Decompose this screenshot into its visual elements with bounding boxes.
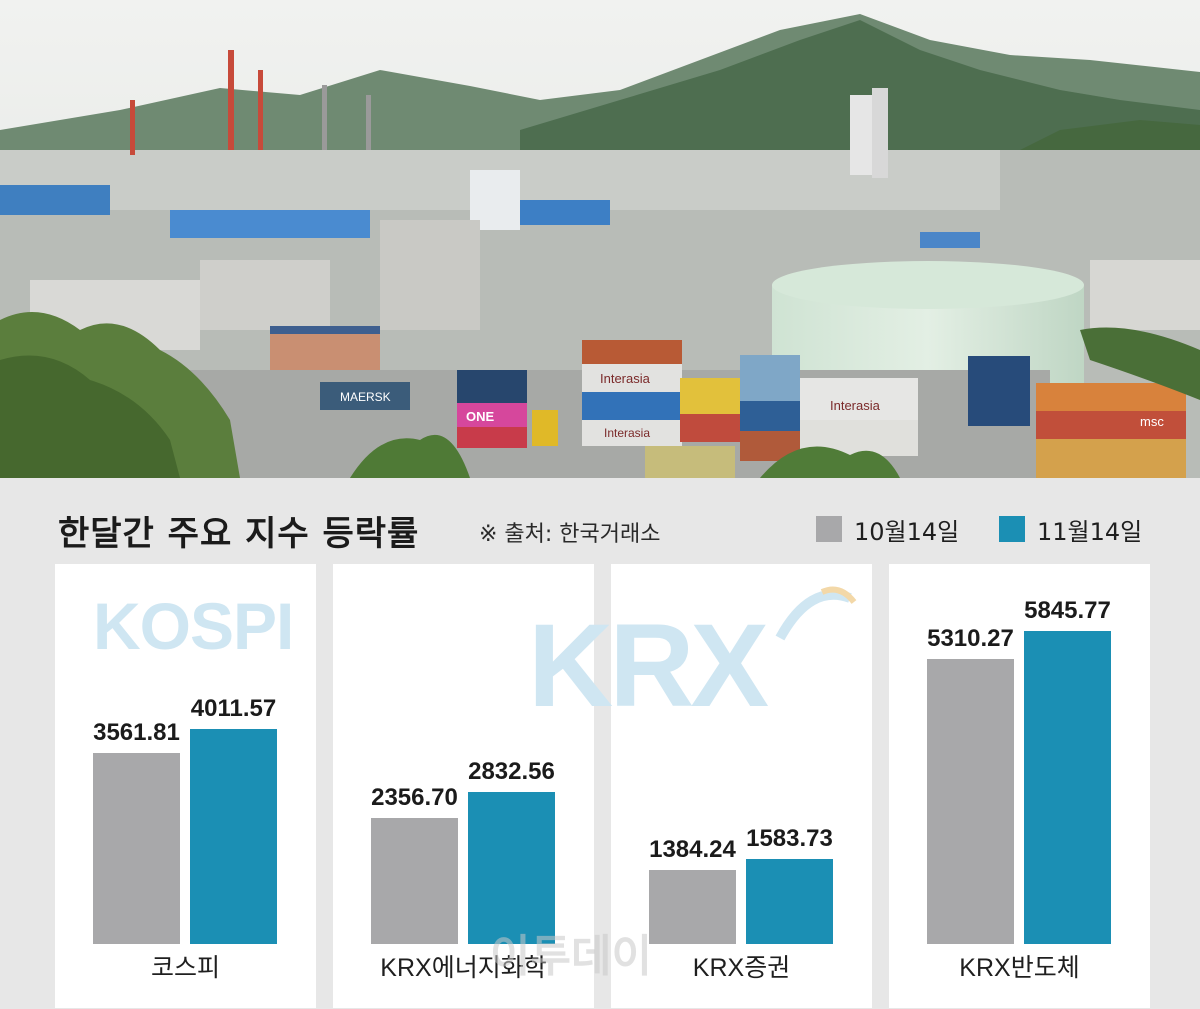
value-label-krx-securities-nov: 1583.73 <box>746 825 833 853</box>
bar-krx-semiconductor-nov <box>1024 630 1111 944</box>
container-interasia-1: Interasia <box>600 371 651 386</box>
value-label-kospi-nov: 4011.57 <box>190 694 277 722</box>
container-interasia-2: Interasia <box>604 426 650 440</box>
bar-kospi-oct <box>93 753 180 944</box>
header-photo: MAERSK ONE Interasia Interasia Interasia… <box>0 0 1200 478</box>
category-label-krx-energy: KRX에너지화학 <box>380 954 547 982</box>
legend-label-oct: 10월14일 <box>854 517 960 546</box>
bar-krx-securities-oct <box>649 869 736 944</box>
container-msc-label: msc <box>1140 414 1164 429</box>
source-note: ※ 출처: 한국거래소 <box>479 522 661 547</box>
right-trees <box>1080 327 1200 400</box>
legend-label-nov: 11월14일 <box>1037 517 1143 546</box>
value-label-kospi-oct: 3561.81 <box>93 719 180 747</box>
category-label-krx-semiconductor: KRX반도체 <box>959 954 1080 982</box>
legend-item-oct: 10월14일 <box>816 514 960 546</box>
value-label-krx-semiconductor-oct: 5310.27 <box>927 625 1014 653</box>
value-label-krx-semiconductor-nov: 5845.77 <box>1024 596 1111 624</box>
category-label-krx-securities: KRX증권 <box>692 954 791 982</box>
bar-krx-semiconductor-oct <box>927 659 1014 944</box>
legend-swatch-oct <box>816 516 842 542</box>
bar-krx-energy-oct <box>371 817 458 944</box>
legend-item-nov: 11월14일 <box>999 514 1143 546</box>
bottom-trees <box>350 434 470 478</box>
bar-krx-securities-nov <box>746 859 833 944</box>
container-one-label: ONE <box>466 409 495 424</box>
kospi-watermark: KOSPI <box>93 589 294 663</box>
legend-swatch-nov <box>999 516 1025 542</box>
truck-label: MAERSK <box>340 390 391 404</box>
chart-title: 한달간 주요 지수 등락률 <box>58 514 420 554</box>
value-label-krx-energy-nov: 2832.56 <box>468 758 555 786</box>
value-label-krx-energy-oct: 2356.70 <box>371 783 458 811</box>
container-interasia-3: Interasia <box>830 398 881 413</box>
bar-kospi-nov <box>190 728 277 944</box>
category-label-kospi: 코스피 <box>150 954 220 982</box>
bar-krx-energy-nov <box>468 792 555 944</box>
value-label-krx-securities-oct: 1384.24 <box>649 835 736 863</box>
chart-area: 한달간 주요 지수 등락률 ※ 출처: 한국거래소 10월14일 11월14일 … <box>0 478 1200 1009</box>
